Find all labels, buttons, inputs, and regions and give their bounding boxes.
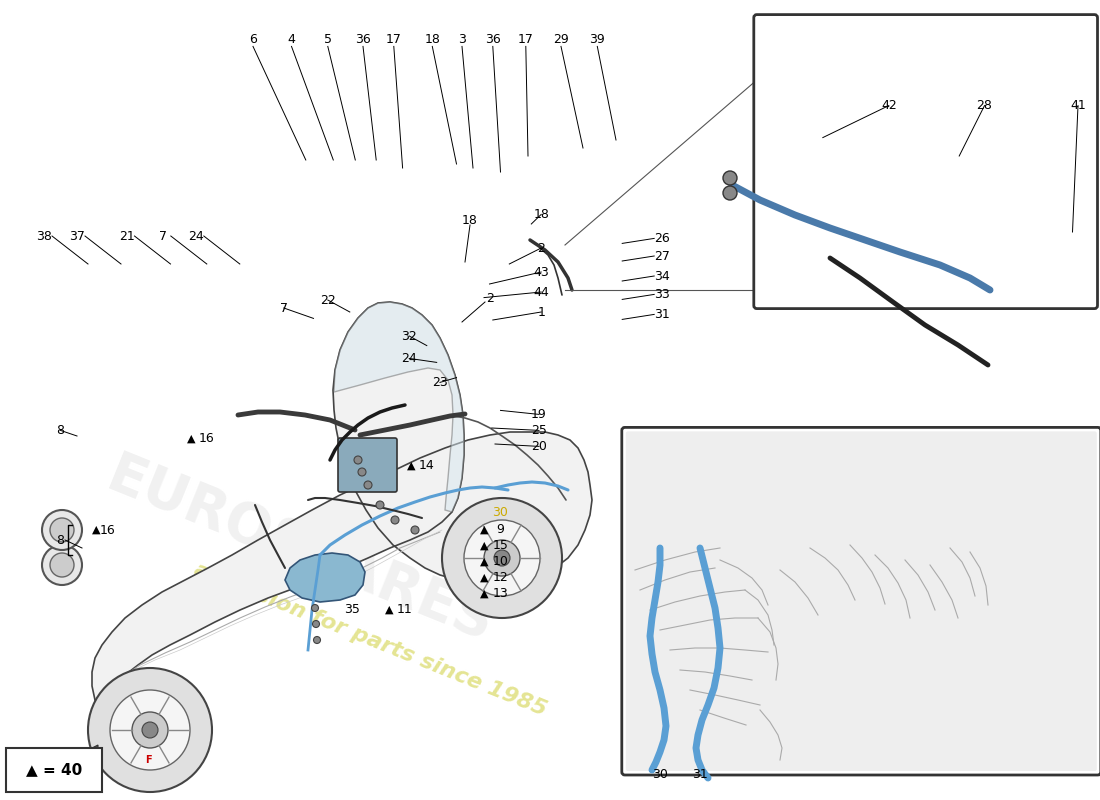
- Circle shape: [42, 510, 82, 550]
- Text: ▲: ▲: [481, 541, 488, 550]
- Text: 19: 19: [531, 408, 547, 421]
- Text: 5: 5: [323, 34, 332, 46]
- Polygon shape: [285, 553, 365, 602]
- Text: 27: 27: [654, 250, 670, 262]
- Text: 44: 44: [534, 286, 549, 298]
- Circle shape: [376, 501, 384, 509]
- FancyBboxPatch shape: [338, 438, 397, 492]
- Text: 7: 7: [279, 302, 288, 314]
- Text: 36: 36: [485, 34, 501, 46]
- Circle shape: [442, 498, 562, 618]
- Text: ▲: ▲: [481, 557, 488, 566]
- Text: 28: 28: [977, 99, 992, 112]
- Text: EUROSPARES: EUROSPARES: [99, 448, 502, 652]
- Text: 18: 18: [534, 208, 549, 221]
- Text: ▲ = 40: ▲ = 40: [26, 762, 82, 778]
- Text: 37: 37: [69, 230, 85, 242]
- Text: 30: 30: [493, 506, 508, 518]
- FancyBboxPatch shape: [626, 431, 1097, 771]
- Text: 20: 20: [531, 440, 547, 453]
- Text: 7: 7: [158, 230, 167, 242]
- Circle shape: [723, 186, 737, 200]
- Text: 38: 38: [36, 230, 52, 242]
- Text: ▲: ▲: [187, 434, 195, 443]
- Text: 3: 3: [458, 34, 466, 46]
- Text: 31: 31: [654, 308, 670, 321]
- Text: 17: 17: [518, 34, 534, 46]
- Circle shape: [311, 605, 319, 611]
- Text: 25: 25: [531, 424, 547, 437]
- Circle shape: [50, 553, 74, 577]
- Circle shape: [88, 668, 212, 792]
- Text: 34: 34: [654, 270, 670, 282]
- Polygon shape: [55, 302, 592, 765]
- Text: 35: 35: [344, 603, 360, 616]
- Circle shape: [142, 722, 158, 738]
- Text: 36: 36: [355, 34, 371, 46]
- Text: 41: 41: [1070, 99, 1086, 112]
- Text: 6: 6: [249, 34, 257, 46]
- Text: 43: 43: [534, 266, 549, 278]
- Text: 17: 17: [386, 34, 402, 46]
- Circle shape: [494, 550, 510, 566]
- Text: ▲: ▲: [91, 525, 100, 535]
- Circle shape: [411, 526, 419, 534]
- Text: ▲: ▲: [385, 605, 393, 614]
- Circle shape: [132, 712, 168, 748]
- Text: 8: 8: [56, 534, 64, 546]
- Circle shape: [364, 481, 372, 489]
- Text: 24: 24: [188, 230, 204, 242]
- Text: 18: 18: [425, 34, 440, 46]
- Circle shape: [484, 540, 520, 576]
- Text: ▲: ▲: [407, 461, 415, 470]
- Text: 16: 16: [199, 432, 214, 445]
- Circle shape: [464, 520, 540, 596]
- Text: 15: 15: [493, 539, 508, 552]
- Text: 16: 16: [100, 523, 116, 537]
- Text: 4: 4: [287, 34, 296, 46]
- Text: 30: 30: [652, 768, 668, 781]
- Text: 14: 14: [419, 459, 435, 472]
- Circle shape: [314, 637, 320, 643]
- Polygon shape: [334, 302, 464, 512]
- Text: 9: 9: [496, 523, 505, 536]
- Text: 2: 2: [537, 242, 546, 254]
- FancyBboxPatch shape: [6, 748, 102, 792]
- Circle shape: [358, 468, 366, 476]
- Text: 21: 21: [119, 230, 134, 242]
- Text: 23: 23: [432, 376, 448, 389]
- Text: 12: 12: [493, 571, 508, 584]
- Text: 33: 33: [654, 288, 670, 301]
- Text: 32: 32: [402, 330, 417, 342]
- Text: 31: 31: [692, 768, 708, 781]
- Text: 10: 10: [493, 555, 508, 568]
- Circle shape: [390, 516, 399, 524]
- Text: 18: 18: [462, 214, 477, 226]
- Text: 26: 26: [654, 232, 670, 245]
- Text: F: F: [145, 755, 152, 765]
- Circle shape: [110, 690, 190, 770]
- Circle shape: [723, 171, 737, 185]
- Text: 11: 11: [397, 603, 412, 616]
- Polygon shape: [55, 745, 98, 760]
- Text: 42: 42: [881, 99, 896, 112]
- Text: 22: 22: [320, 294, 336, 306]
- Text: ▲: ▲: [481, 589, 488, 598]
- Text: 8: 8: [56, 424, 65, 437]
- Circle shape: [312, 621, 319, 627]
- FancyBboxPatch shape: [754, 14, 1098, 309]
- Circle shape: [354, 456, 362, 464]
- Text: 2: 2: [486, 291, 494, 305]
- FancyBboxPatch shape: [621, 427, 1100, 775]
- Text: a passion for parts since 1985: a passion for parts since 1985: [190, 560, 549, 720]
- Text: ▲: ▲: [481, 525, 488, 534]
- Circle shape: [50, 518, 74, 542]
- Circle shape: [42, 545, 82, 585]
- Text: 13: 13: [493, 587, 508, 600]
- Text: 39: 39: [590, 34, 605, 46]
- Text: 29: 29: [553, 34, 569, 46]
- Text: 24: 24: [402, 352, 417, 365]
- Text: ▲: ▲: [481, 573, 488, 582]
- Text: 1: 1: [537, 306, 546, 318]
